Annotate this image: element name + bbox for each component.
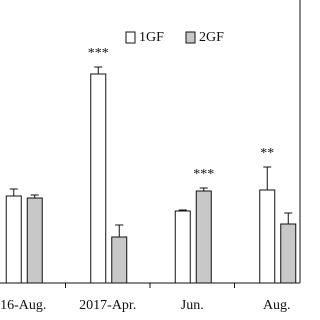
bar [5, 195, 22, 284]
x-tick-label: Jun. [181, 298, 204, 313]
bar [280, 223, 297, 284]
bar [26, 197, 43, 284]
bar [111, 236, 128, 284]
legend-label: 2GF [199, 30, 224, 45]
legend-label: 1GF [139, 30, 164, 45]
significance: *** [88, 46, 109, 61]
x-tick-label: 16-Aug. [0, 298, 46, 313]
bar [195, 190, 212, 284]
bar [174, 210, 191, 284]
significance: ** [260, 146, 274, 161]
x-tick-label: 2017-Apr. [79, 298, 136, 313]
bar [259, 189, 276, 284]
x-tick-label: Aug. [263, 298, 291, 313]
bar [90, 73, 107, 284]
legend-swatch [125, 31, 136, 44]
legend-swatch [185, 31, 196, 44]
significance: *** [193, 167, 214, 182]
